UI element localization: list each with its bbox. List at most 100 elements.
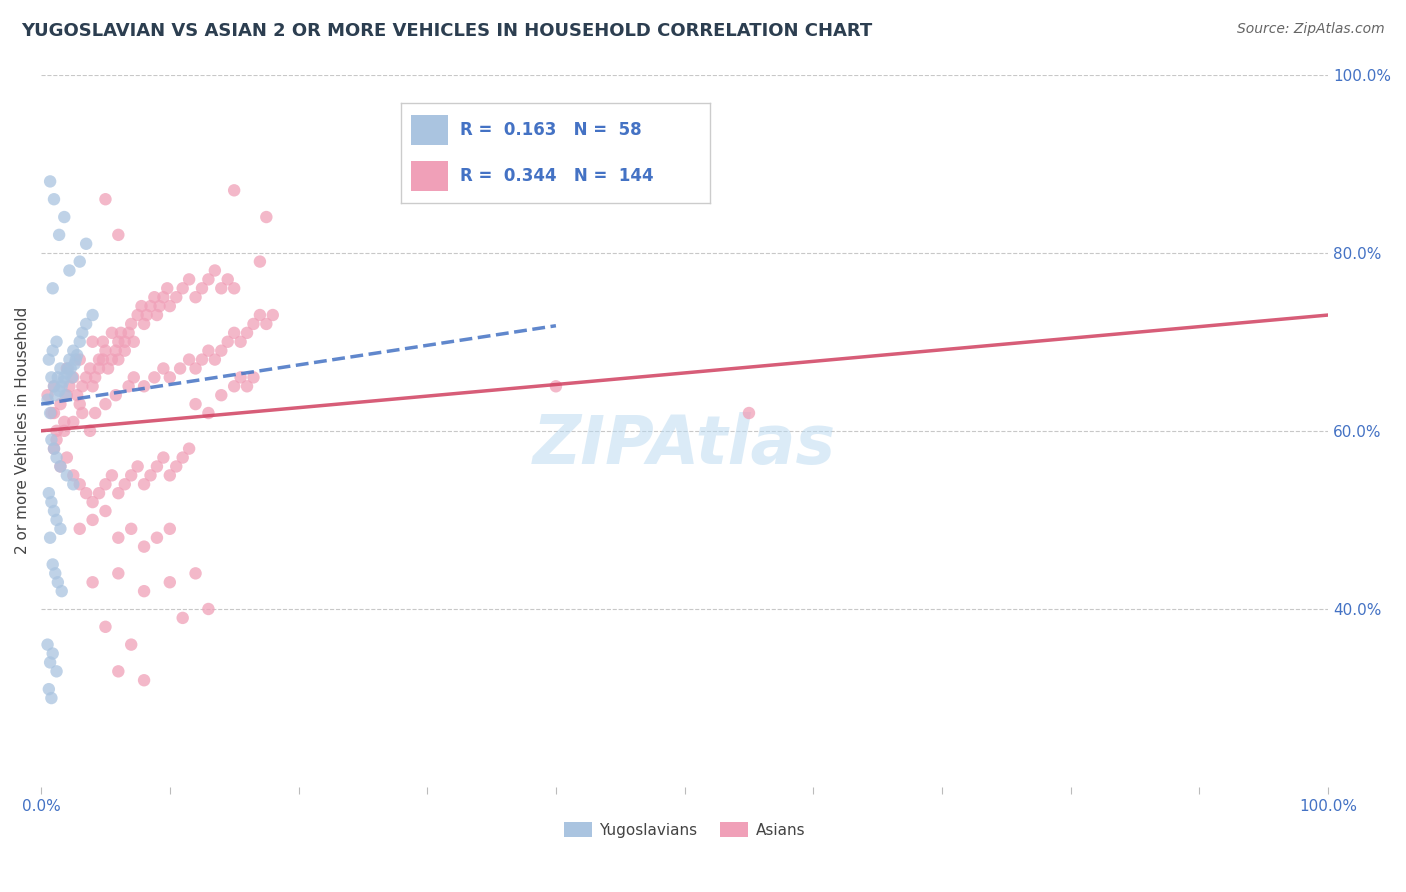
Point [107, 334, 129, 349]
Point [107, 352, 129, 367]
Point [82, 334, 104, 349]
Point [51, 379, 73, 393]
Point [45, 424, 67, 438]
Point [184, 361, 207, 376]
Point [87, 361, 110, 376]
Point [56, 450, 79, 465]
Point [152, 361, 174, 376]
Point [249, 308, 271, 322]
Point [41, 370, 63, 384]
Point [94, 192, 117, 206]
Point [82, 513, 104, 527]
Point [224, 379, 246, 393]
Point [42, 504, 65, 518]
Point [104, 343, 127, 358]
Point [53, 415, 76, 429]
Point [41, 691, 63, 706]
Point [46, 370, 69, 384]
Point [179, 442, 201, 456]
Point [69, 397, 91, 411]
Point [69, 334, 91, 349]
Point [249, 254, 271, 268]
Point [75, 236, 97, 251]
Point [56, 361, 79, 376]
Point [139, 468, 162, 483]
Point [45, 450, 67, 465]
Point [120, 317, 142, 331]
Point [197, 272, 219, 286]
Point [38, 352, 60, 367]
Point [146, 459, 169, 474]
Point [46, 575, 69, 590]
Point [146, 308, 169, 322]
Point [117, 379, 139, 393]
Point [159, 575, 181, 590]
Point [69, 352, 91, 367]
Point [217, 334, 239, 349]
Point [37, 392, 59, 407]
Point [82, 575, 104, 590]
Point [169, 361, 191, 376]
Point [49, 361, 72, 376]
Point [209, 281, 232, 295]
Point [38, 682, 60, 697]
Point [44, 566, 66, 581]
Point [197, 343, 219, 358]
Point [179, 272, 201, 286]
Point [135, 308, 157, 322]
Point [94, 620, 117, 634]
Point [48, 227, 70, 242]
Point [45, 513, 67, 527]
Point [42, 442, 65, 456]
Point [45, 334, 67, 349]
Point [38, 486, 60, 500]
Point [217, 272, 239, 286]
Point [152, 290, 174, 304]
Point [62, 370, 84, 384]
Point [58, 379, 80, 393]
Point [49, 459, 72, 474]
Point [204, 352, 226, 367]
Point [254, 210, 277, 224]
Point [236, 326, 259, 340]
Point [94, 397, 117, 411]
Point [120, 468, 142, 483]
Point [224, 183, 246, 197]
Point [107, 566, 129, 581]
Point [127, 308, 149, 322]
Point [132, 673, 155, 688]
Point [63, 357, 86, 371]
Point [62, 415, 84, 429]
Point [224, 326, 246, 340]
Point [172, 611, 194, 625]
Point [191, 281, 214, 295]
Point [132, 540, 155, 554]
Point [84, 370, 107, 384]
Point [156, 281, 179, 295]
Point [131, 299, 153, 313]
Point [159, 370, 181, 384]
Point [41, 281, 63, 295]
Point [62, 477, 84, 491]
Point [197, 602, 219, 616]
Point [107, 486, 129, 500]
Point [104, 388, 127, 402]
Point [204, 263, 226, 277]
Point [184, 566, 207, 581]
Point [114, 343, 136, 358]
Point [42, 192, 65, 206]
Point [117, 326, 139, 340]
Point [165, 459, 187, 474]
Point [148, 299, 170, 313]
Point [738, 406, 761, 420]
Point [122, 334, 145, 349]
Point [75, 370, 97, 384]
Point [132, 477, 155, 491]
Point [184, 290, 207, 304]
Point [39, 531, 62, 545]
Point [44, 388, 66, 402]
Point [69, 477, 91, 491]
Point [114, 477, 136, 491]
Point [58, 263, 80, 277]
Point [87, 486, 110, 500]
